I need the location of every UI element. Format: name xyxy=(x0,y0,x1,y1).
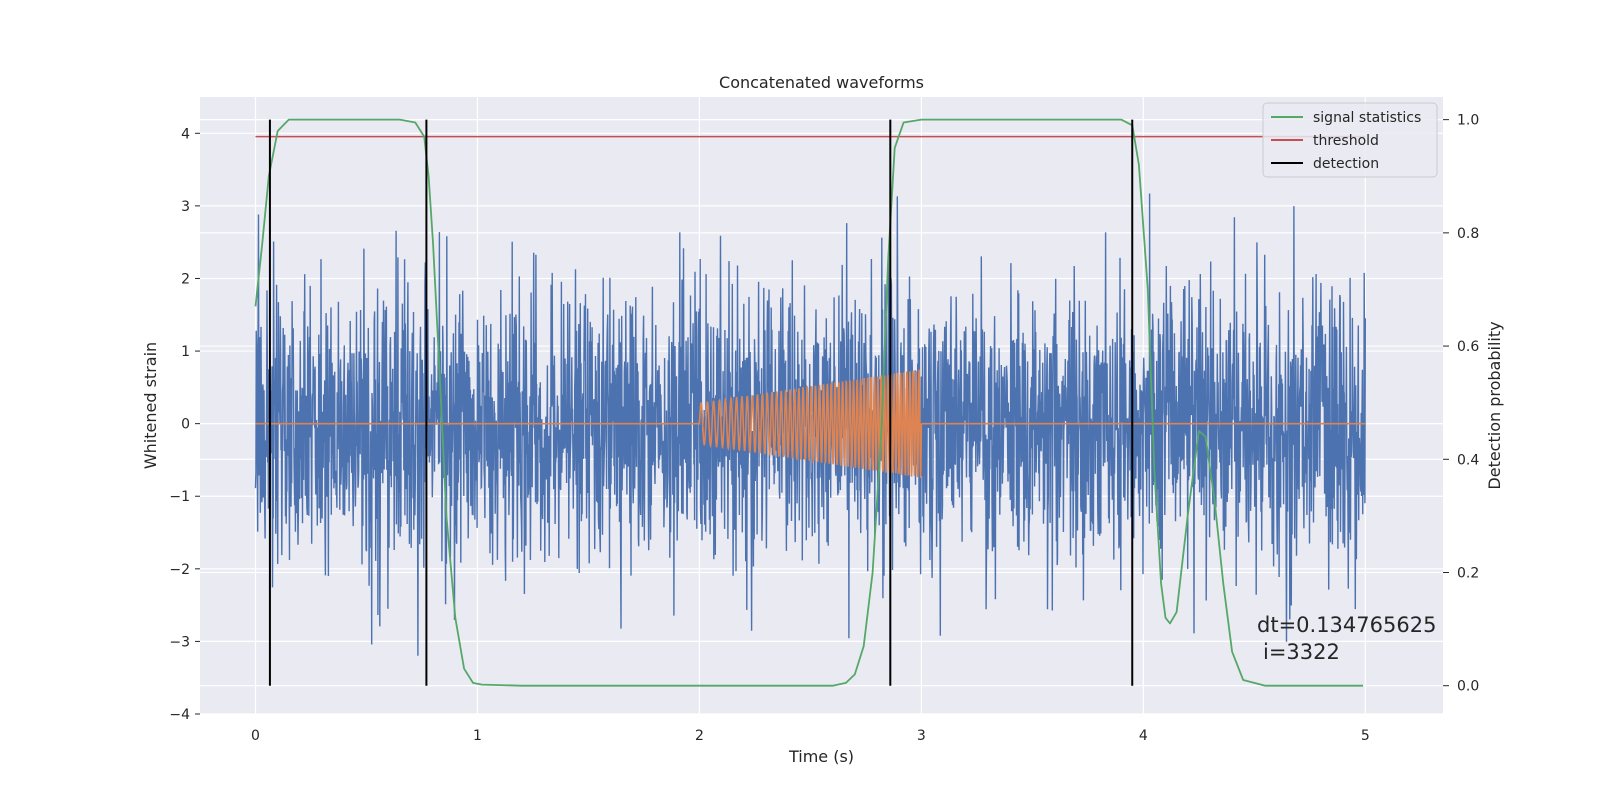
legend-label-signal-statistics: signal statistics xyxy=(1313,110,1421,126)
annotation-dt: dt=0.134765625 xyxy=(1257,613,1436,637)
legend-label-threshold: threshold xyxy=(1313,133,1379,149)
axis-ticks: 0 1 2 3 4 5 −4 −3 −2 −1 0 1 2 3 4 0.0 0.2 0.4 0.6 0.8 1.0 xyxy=(169,113,1479,744)
y-axis-label: Whitened strain xyxy=(141,342,160,469)
y-right-tick-label: 0.6 xyxy=(1457,339,1479,355)
y-tick-label: 1 xyxy=(181,344,190,360)
y-tick-label: 3 xyxy=(181,199,190,215)
legend-label-detection: detection xyxy=(1313,156,1379,172)
y-right-tick-label: 0.0 xyxy=(1457,679,1479,695)
y-tick-label: 2 xyxy=(181,271,190,287)
y-tick-label: 4 xyxy=(181,126,190,142)
y-right-tick-label: 1.0 xyxy=(1457,113,1479,129)
legend: signal statistics threshold detection xyxy=(1262,102,1438,178)
y-tick-label: 0 xyxy=(181,417,190,433)
chart-title: Concatenated waveforms xyxy=(719,73,924,92)
y-tick-label: −2 xyxy=(169,562,190,578)
strain-series xyxy=(254,193,1367,656)
x-tick-label: 4 xyxy=(1139,728,1148,744)
y-tick-label: −1 xyxy=(169,489,190,505)
y-right-tick-label: 0.4 xyxy=(1457,452,1479,468)
signal-statistics-line xyxy=(254,118,1364,687)
legend-box xyxy=(1262,102,1438,178)
x-tick-label: 5 xyxy=(1361,728,1370,744)
x-tick-label: 0 xyxy=(251,728,260,744)
injection-series xyxy=(255,369,1366,479)
x-axis-label: Time (s) xyxy=(788,747,854,766)
y-right-tick-label: 0.8 xyxy=(1457,226,1479,242)
y-tick-label: −4 xyxy=(169,707,190,723)
x-tick-label: 3 xyxy=(917,728,926,744)
strain-line xyxy=(254,193,1367,656)
right-axis-series xyxy=(254,118,1366,687)
y-axis-right-label: Detection probability xyxy=(1485,321,1504,489)
y-tick-label: −3 xyxy=(169,634,190,650)
injection-line xyxy=(255,369,1366,479)
x-tick-label: 2 xyxy=(695,728,704,744)
x-tick-label: 1 xyxy=(473,728,482,744)
y-right-tick-label: 0.2 xyxy=(1457,565,1479,581)
annotation-i: i=3322 xyxy=(1263,640,1340,664)
